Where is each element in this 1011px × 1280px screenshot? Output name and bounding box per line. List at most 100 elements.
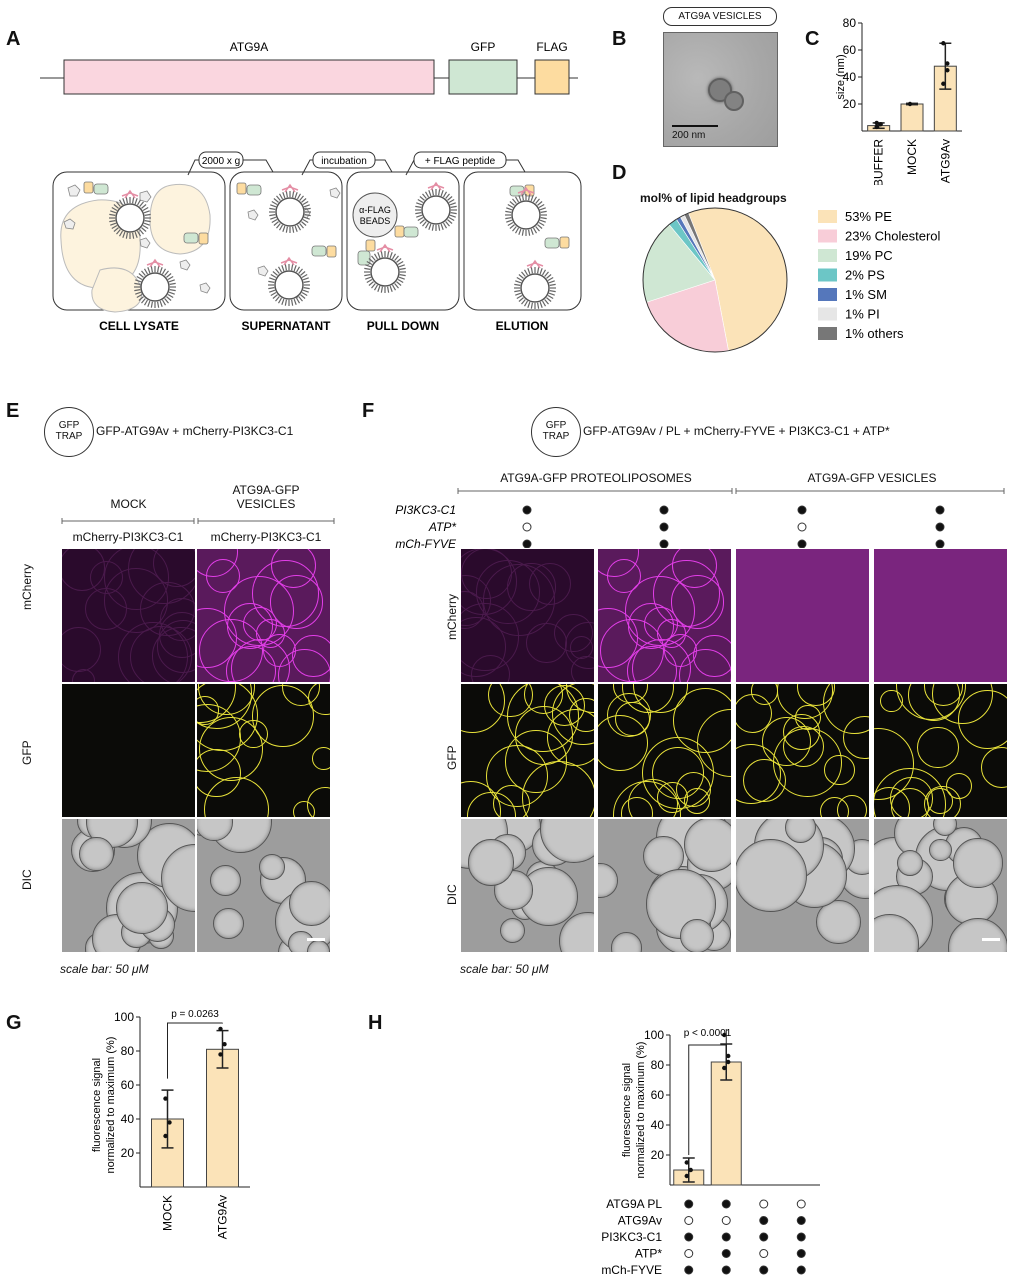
empty-dot bbox=[721, 1216, 731, 1225]
e-row-label-gfp: GFP bbox=[20, 740, 34, 765]
data-point bbox=[222, 1042, 227, 1047]
filled-dot bbox=[721, 1199, 731, 1209]
vesicle bbox=[415, 181, 457, 231]
data-point bbox=[722, 1032, 727, 1038]
filled-dot bbox=[935, 522, 945, 532]
stage-label-supernatant: SUPERNATANT bbox=[242, 319, 332, 333]
category-label: ATG9Av bbox=[938, 139, 952, 183]
y-tick-label: 20 bbox=[121, 1146, 135, 1160]
vesicle bbox=[268, 256, 310, 306]
c-y-label: size (nm) bbox=[835, 54, 847, 99]
f-micrograph-mcherry-2 bbox=[598, 549, 731, 682]
f-condition-label: PI3KC3-C1 bbox=[395, 503, 456, 517]
f-micrograph-mcherry-1 bbox=[461, 549, 594, 682]
legend-label: 23% Cholesterol bbox=[845, 229, 940, 244]
filled-dot bbox=[797, 539, 807, 548]
e-scale-text: scale bar: 50 μM bbox=[60, 962, 149, 976]
panel-h-bar-chart: 20 40 60 80 100 p < 0.0001 fluorescence signal… bbox=[601, 1028, 820, 1277]
y-tick-label: 80 bbox=[843, 16, 857, 30]
panel-d-pie-chart: 53% PE 23% Cholesterol 19% PC 2% PS 1% SM 1% … bbox=[642, 207, 940, 353]
e-trap-label-1: GFP bbox=[58, 420, 80, 431]
legend-swatch bbox=[818, 249, 837, 262]
data-point bbox=[874, 124, 879, 130]
e-micrograph-gfp-2 bbox=[197, 684, 330, 817]
y-tick-label: 80 bbox=[651, 1058, 665, 1072]
e-row-label-mcherry: mCherry bbox=[20, 563, 34, 610]
category-label: BUFFER bbox=[872, 139, 886, 185]
data-point bbox=[218, 1026, 223, 1032]
legend-swatch bbox=[818, 229, 837, 243]
f-header-brackets bbox=[457, 488, 1005, 494]
data-point bbox=[163, 1133, 168, 1139]
legend-label: 2% PS bbox=[845, 268, 885, 283]
y-tick-label: 20 bbox=[651, 1148, 665, 1162]
panel-letter-e: E bbox=[6, 400, 20, 422]
data-point bbox=[684, 1160, 689, 1165]
h-condition-label: ATG9A PL bbox=[606, 1197, 662, 1211]
legend-label: 1% SM bbox=[845, 287, 887, 302]
step-label-flag-peptide: + FLAG peptide bbox=[425, 156, 496, 167]
significance-bracket bbox=[688, 1029, 727, 1155]
filled-dot bbox=[522, 505, 532, 515]
g-y-label-1: fluorescence signal bbox=[91, 1058, 103, 1152]
category-label: MOCK bbox=[905, 139, 919, 175]
data-point bbox=[726, 1059, 731, 1065]
filled-dot bbox=[659, 505, 669, 515]
y-tick-label: 40 bbox=[651, 1118, 665, 1132]
data-point bbox=[941, 41, 946, 46]
e-header-brackets bbox=[61, 518, 335, 524]
flag-beads bbox=[352, 192, 398, 238]
panel-letter-c: C bbox=[805, 28, 820, 50]
construct-gfp-box bbox=[448, 59, 518, 95]
legend-swatch bbox=[818, 268, 837, 282]
filled-dot bbox=[684, 1199, 694, 1209]
stage-box-supernatant bbox=[229, 171, 343, 311]
vesicle bbox=[134, 258, 176, 308]
stage-label-elution: ELUTION bbox=[496, 319, 549, 333]
e-micrograph-mcherry-2 bbox=[197, 549, 330, 682]
step-label-spin: 2000 x g bbox=[202, 156, 240, 167]
f-row-label-gfp: GFP bbox=[445, 745, 459, 770]
filled-dot bbox=[721, 1265, 731, 1275]
filled-dot bbox=[759, 1232, 769, 1242]
construct-label-gfp: GFP bbox=[471, 40, 496, 54]
legend-swatch bbox=[818, 327, 837, 340]
data-point bbox=[907, 101, 913, 107]
construct-label-flag: FLAG bbox=[536, 40, 567, 54]
y-tick-label: 100 bbox=[644, 1028, 664, 1042]
legend-swatch bbox=[818, 288, 837, 301]
filled-dot bbox=[796, 1216, 806, 1225]
filled-dot bbox=[935, 505, 945, 515]
h-y-label-1: fluorescence signal bbox=[621, 1063, 633, 1157]
vesicle bbox=[364, 243, 406, 293]
significance-bracket bbox=[167, 1022, 223, 1079]
vesicle bbox=[269, 183, 311, 233]
y-tick-label: 40 bbox=[843, 70, 857, 84]
y-tick-label: 100 bbox=[114, 1010, 134, 1024]
data-point bbox=[945, 68, 950, 73]
panel-letter-f: F bbox=[362, 400, 375, 422]
category-label: ATG9Av bbox=[216, 1195, 230, 1239]
data-point bbox=[945, 61, 950, 66]
e-micrograph-mcherry-1 bbox=[62, 549, 195, 682]
panel-letter-a: A bbox=[6, 28, 21, 50]
h-condition-label: ATG9Av bbox=[618, 1214, 662, 1228]
f-condition-label: mCh-FYVE bbox=[395, 537, 457, 548]
e-col2-header-2: VESICLES bbox=[236, 497, 296, 511]
panel-g-bar-chart: 20 40 60 80 100 MOCK ATG9Av p = 0.0263 fluoresce… bbox=[91, 1009, 250, 1239]
empty-dot bbox=[522, 522, 532, 532]
legend-swatch bbox=[818, 307, 837, 321]
data-point bbox=[163, 1096, 168, 1101]
empty-dot bbox=[759, 1249, 769, 1258]
e-micrograph-gfp-1 bbox=[62, 684, 195, 817]
filled-dot bbox=[522, 539, 532, 548]
f-micrograph-gfp-1 bbox=[461, 684, 594, 817]
f-micrograph-mcherry-3 bbox=[736, 549, 869, 682]
vesicle bbox=[505, 186, 547, 236]
bar bbox=[710, 1061, 742, 1186]
y-tick-label: 20 bbox=[843, 97, 857, 111]
beads-label-line2: BEADS bbox=[360, 216, 391, 226]
f-trap-label-1: GFP bbox=[545, 420, 567, 431]
legend-label: 1% PI bbox=[845, 307, 880, 322]
data-point bbox=[878, 122, 883, 127]
